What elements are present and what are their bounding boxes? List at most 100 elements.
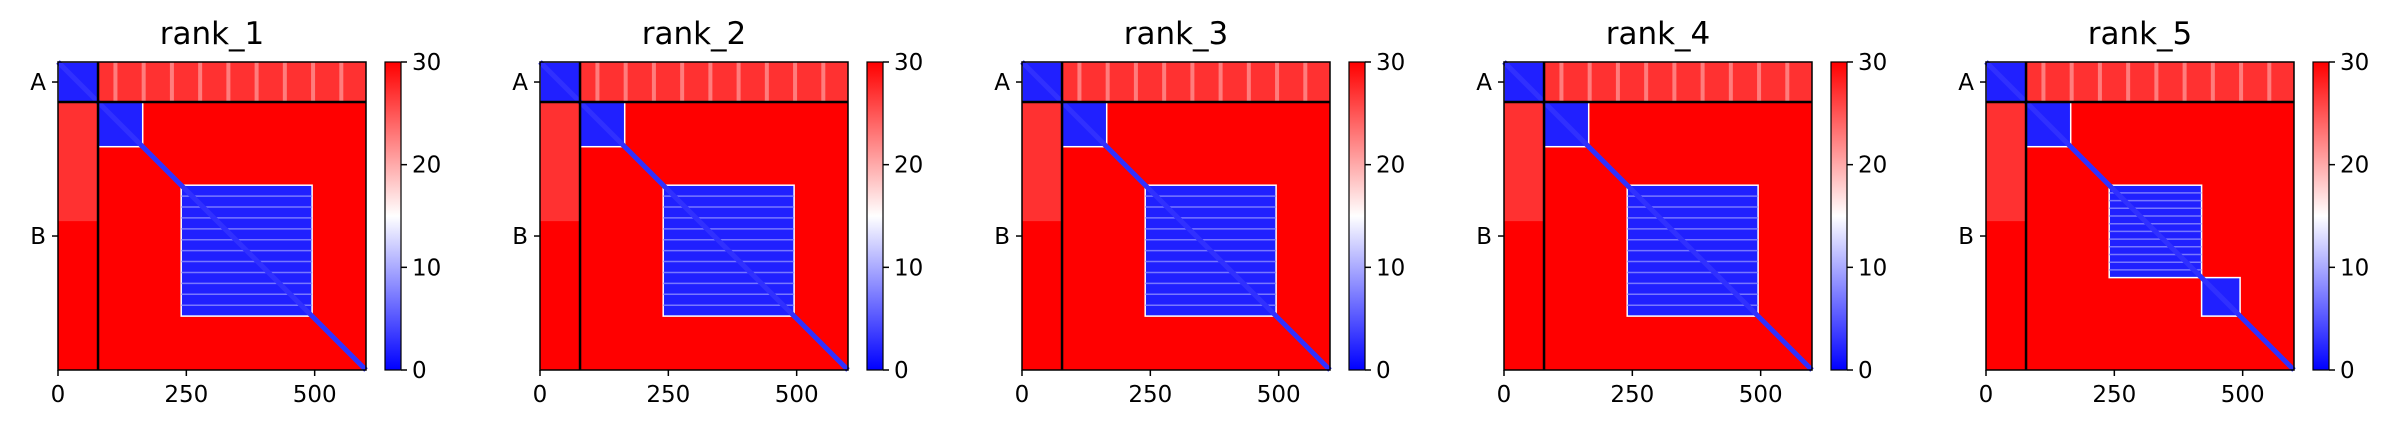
interchain-stripe [2182,62,2187,103]
interchain-stripe [2097,62,2102,103]
colorbar-tick-label: 20 [412,153,441,179]
colorbar [384,61,402,371]
colorbar [2312,61,2330,371]
colorbar-tick-label: 10 [412,255,441,281]
interchain-stripe [1728,62,1733,103]
axes-frame [1503,61,1813,371]
panel-title: rank_5 [2088,16,2193,52]
interchain-stripe [1644,62,1649,103]
axes-frame [57,61,367,371]
y-tick-label: B [1958,224,1974,250]
x-tick-label: 500 [1257,382,1301,408]
y-tick-label: A [994,70,1010,96]
interchain-stripe [1757,62,1762,103]
diagonal-line [1502,60,1814,372]
interchain-stripe [651,62,656,103]
pae-panel-2: rank_2 A B 0 250 500 0 10 20 30 [512,16,923,408]
interchain-stripe [2239,62,2244,103]
pae-panel-3: rank_3 A B 0 250 500 0 10 20 30 [994,16,1405,408]
colorbar-tick-label: 20 [2340,153,2369,179]
colorbar [1348,61,1366,371]
colorbar-tick-label: 0 [412,358,427,384]
interchain-stripe [198,62,203,103]
interchain-stripe [1105,62,1110,103]
interchain-stripe [1275,62,1280,103]
x-tick-label: 250 [1610,382,1654,408]
interchain-region-left [540,102,581,222]
interchain-stripe [1559,62,1564,103]
diagonal-line [1984,60,2296,372]
interchain-stripe [2126,62,2131,103]
interchain-stripe [1700,62,1705,103]
x-tick-label: 0 [1015,382,1030,408]
x-tick-label: 500 [775,382,819,408]
x-tick-label: 0 [1497,382,1512,408]
y-tick-label: B [994,224,1010,250]
interchain-stripe [141,62,146,103]
colorbar-tick-label: 20 [1858,153,1887,179]
colorbar-tick-label: 30 [894,50,923,76]
interchain-stripe [2069,62,2074,103]
interchain-stripe [2041,62,2046,103]
interchain-stripe [1162,62,1167,103]
colorbar-tick-label: 20 [1376,153,1405,179]
interchain-region-top [1544,62,1812,103]
colorbar-tick-label: 10 [1376,255,1405,281]
x-tick-label: 500 [293,382,337,408]
colorbar-tick-label: 10 [1858,255,1887,281]
x-tick-label: 0 [533,382,548,408]
interchain-stripe [2154,62,2159,103]
y-tick-label: A [512,70,528,96]
interchain-stripe [282,62,287,103]
diagonal-line [1020,60,1332,372]
y-tick-label: A [1476,70,1492,96]
colorbar-tick-label: 0 [894,358,909,384]
interchain-stripe [1077,62,1082,103]
interchain-region-left [58,102,99,222]
interchain-stripe [311,62,316,103]
y-tick-label: B [512,224,528,250]
axes-frame [1021,61,1331,371]
interchain-stripe [2210,62,2215,103]
colorbar-tick-label: 0 [1376,358,1391,384]
interchain-stripe [169,62,174,103]
interchain-region-top [1062,62,1330,103]
interchain-stripe [680,62,685,103]
interchain-stripe [821,62,826,103]
interchain-stripe [793,62,798,103]
axes-frame [539,61,849,371]
interchain-stripe [1672,62,1677,103]
colorbar-tick-label: 30 [2340,50,2369,76]
x-tick-label: 250 [2092,382,2136,408]
interchain-stripe [1218,62,1223,103]
diagonal-line [56,60,368,372]
colorbar-tick-label: 0 [2340,358,2355,384]
interchain-stripe [339,62,344,103]
interchain-stripe [113,62,118,103]
interchain-stripe [1303,62,1308,103]
colorbar [866,61,884,371]
interchain-region-left [1022,102,1063,222]
x-tick-label: 500 [2221,382,2265,408]
interchain-stripe [1587,62,1592,103]
colorbar-tick-label: 10 [894,255,923,281]
colorbar-tick-label: 20 [894,153,923,179]
interchain-stripe [254,62,259,103]
pae-panel-1: rank_1 A B 0 250 500 0 10 20 30 [30,16,441,408]
panel-title: rank_2 [642,16,747,52]
axes-frame [1985,61,2295,371]
colorbar-tick-label: 30 [412,50,441,76]
interchain-region-left [1504,102,1545,222]
interchain-region-left [1986,102,2027,222]
colorbar-tick-label: 30 [1858,50,1887,76]
interchain-region-top [2026,62,2294,103]
y-tick-label: A [30,70,46,96]
interchain-region-top [580,62,848,103]
interchain-stripe [736,62,741,103]
panel-title: rank_4 [1606,16,1711,52]
interchain-stripe [1133,62,1138,103]
colorbar [1830,61,1848,371]
colorbar-tick-label: 0 [1858,358,1873,384]
panel-title: rank_3 [1124,16,1229,52]
